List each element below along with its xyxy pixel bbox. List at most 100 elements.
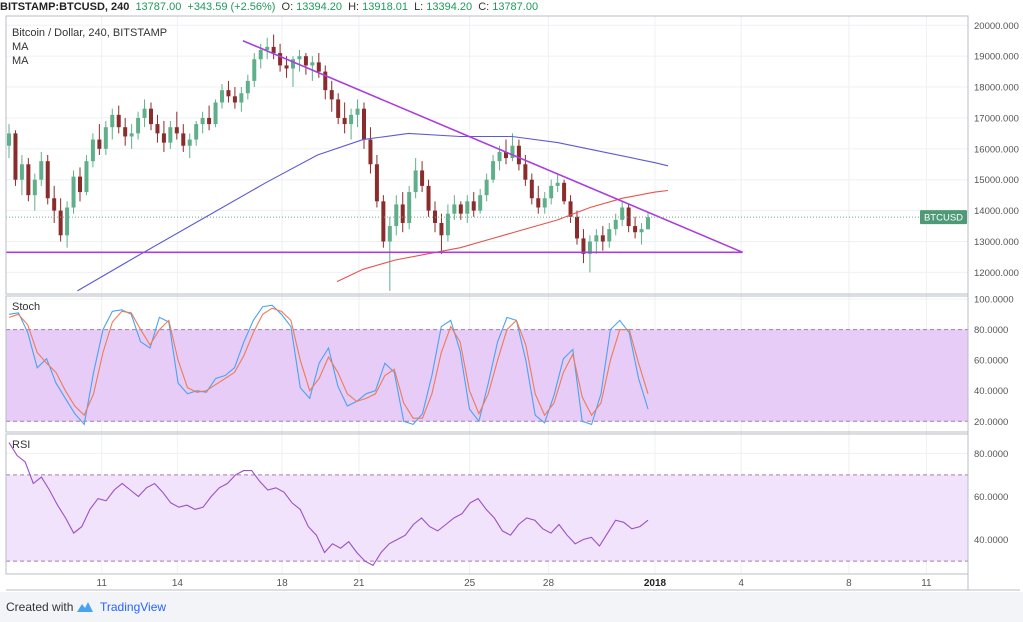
candle-body: [523, 164, 528, 180]
candle-body: [19, 164, 24, 180]
candle-body: [232, 96, 237, 103]
candle-body: [355, 108, 360, 115]
x-tick-label: 21: [353, 578, 365, 589]
candle-body: [620, 207, 625, 220]
ma-fast-line: [336, 189, 669, 283]
candle-body: [633, 226, 638, 233]
candle-body: [90, 139, 95, 162]
candle-body: [303, 56, 308, 66]
candle-body: [581, 238, 586, 254]
candle-body: [497, 151, 502, 162]
overlay-lines: [6, 39, 968, 567]
candle-body: [639, 229, 644, 233]
chart-area[interactable]: 11 14 18 21 25 28 2018 4 8 11 12000.000 13000.000 14…: [0, 14, 1023, 592]
candle-body: [226, 90, 231, 97]
candle-body: [458, 204, 463, 214]
candle-body: [555, 182, 560, 186]
stoch-band: [6, 329, 968, 422]
low-value: 13394.20: [426, 1, 473, 13]
candle-body: [110, 114, 115, 128]
candle-body: [626, 207, 631, 227]
candle-body: [510, 145, 515, 159]
candlestick-series: [6, 34, 651, 291]
rsi-band: [6, 474, 968, 562]
candle-body: [594, 235, 599, 242]
candle-body: [600, 235, 605, 242]
close-label: C:: [478, 1, 490, 13]
candle-body: [97, 139, 102, 149]
footer-bar: Created with TradingView: [0, 592, 1023, 622]
ma-label: MA: [12, 41, 29, 53]
y-tick-label: 60.0000: [974, 356, 1008, 367]
candle-body: [187, 139, 192, 146]
open-label: O:: [281, 1, 294, 13]
candle-body: [607, 229, 612, 242]
candle-body: [32, 179, 37, 196]
pane-frames: [5, 15, 1020, 591]
ma-label: MA: [12, 55, 29, 67]
x-tick-label: 14: [172, 578, 184, 589]
candle-body: [142, 108, 147, 118]
candle-body: [290, 59, 296, 69]
symbol-label: BITSTAMP:BTCUSD, 240: [0, 1, 130, 13]
descending-trendline: [242, 39, 743, 254]
candle-body: [200, 117, 205, 125]
x-tick-label: 2018: [644, 578, 667, 589]
close-value: 13787.00: [492, 1, 539, 13]
x-tick-label: 11: [921, 578, 932, 589]
candle-body: [574, 216, 580, 239]
candle-body: [194, 124, 199, 140]
candle-body: [174, 127, 179, 134]
y-tick-label: 19000.000: [974, 52, 1019, 63]
candle-body: [6, 133, 12, 146]
stoch-pane-title: Stoch: [12, 301, 40, 313]
stoch-k-line: [8, 304, 649, 426]
chart-labels: 11 14 18 21 25 28 2018 4 8 11 12000.000 13000.000 14…: [12, 21, 1019, 589]
candle-body: [342, 117, 347, 125]
x-tick-label: 25: [464, 578, 476, 589]
candle-body: [549, 185, 554, 199]
candle-body: [84, 161, 89, 193]
candle-body: [181, 133, 186, 146]
low-label: L:: [414, 1, 424, 13]
y-tick-label: 15000.000: [974, 175, 1019, 186]
candle-body: [439, 222, 444, 236]
price-tag-label: BTCUSD: [924, 213, 963, 224]
candle-body: [645, 217, 651, 230]
candle-body: [207, 117, 212, 125]
rsi-pane-title: RSI: [12, 439, 30, 451]
x-tick-label: 11: [97, 578, 108, 589]
candle-body: [361, 108, 367, 140]
candle-body: [245, 80, 250, 94]
candle-body: [116, 114, 121, 128]
candle-body: [542, 198, 547, 208]
candle-body: [13, 133, 18, 180]
candle-body: [258, 49, 263, 60]
candle-body: [168, 127, 173, 143]
y-tick-label: 20000.000: [974, 21, 1019, 32]
candle-body: [445, 213, 450, 236]
candle-body: [252, 59, 257, 81]
candle-body: [265, 46, 270, 50]
candle-body: [123, 127, 128, 137]
candle-body: [77, 176, 83, 193]
x-tick-label: 4: [738, 578, 744, 589]
candle-body: [239, 93, 244, 103]
y-tick-label: 100.0000: [974, 295, 1014, 306]
created-with-label: Created with: [6, 600, 74, 614]
candle-body: [271, 46, 276, 54]
price-tag-bg: [920, 210, 967, 225]
candle-body: [374, 164, 379, 202]
candle-body: [503, 151, 509, 159]
tradingview-brand[interactable]: TradingView: [100, 600, 167, 614]
last-price: 13787.00: [135, 1, 182, 13]
x-tick-label: 8: [846, 578, 852, 589]
candle-body: [568, 201, 573, 217]
price-pane-title: Bitcoin / Dollar, 240, BITSTAMP: [12, 27, 167, 39]
candle-body: [613, 219, 618, 230]
high-label: H:: [348, 1, 360, 13]
x-tick-label: 18: [277, 578, 289, 589]
y-tick-label: 18000.000: [974, 83, 1019, 94]
candle-body: [349, 114, 354, 125]
price-change: +343.59 (+2.56%): [187, 1, 276, 13]
